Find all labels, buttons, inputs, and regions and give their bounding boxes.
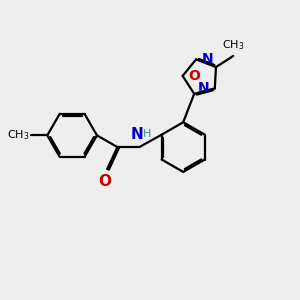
Text: N: N — [130, 127, 143, 142]
Text: CH$_3$: CH$_3$ — [7, 128, 30, 142]
Text: H: H — [143, 129, 152, 139]
Text: O: O — [188, 69, 200, 83]
Text: N: N — [198, 81, 209, 95]
Text: CH$_3$: CH$_3$ — [222, 38, 244, 52]
Text: O: O — [98, 174, 111, 189]
Text: N: N — [201, 52, 213, 66]
